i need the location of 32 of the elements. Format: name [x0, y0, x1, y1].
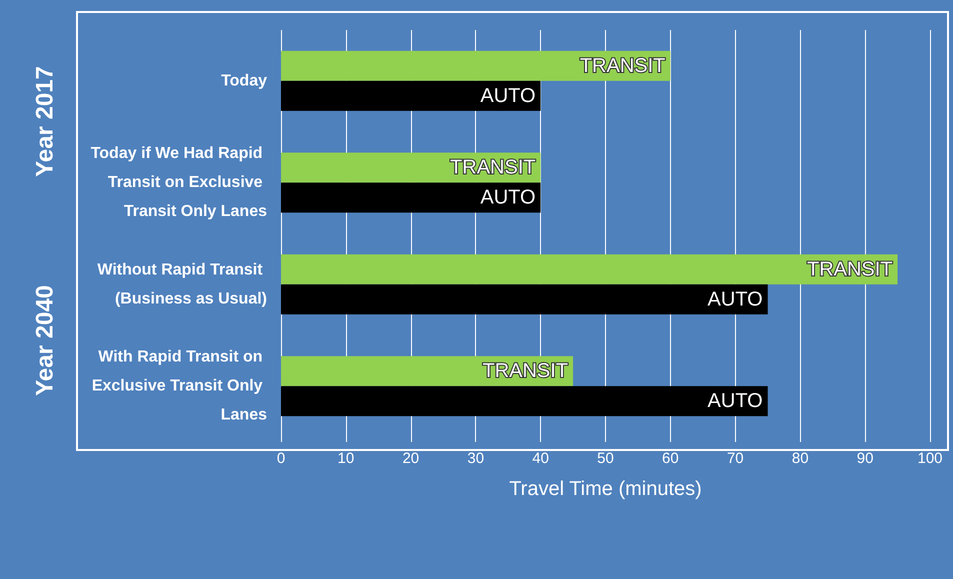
- text: TRANSIT: [450, 156, 536, 179]
- text: TRANSIT: [482, 360, 568, 382]
- series-label: TRANSIT: [580, 54, 666, 77]
- y-tick-label: Today: [221, 72, 268, 90]
- text: AUTO: [708, 390, 763, 412]
- text: AUTO: [708, 288, 763, 310]
- bar: [281, 50, 670, 81]
- text: Year 2040: [32, 285, 58, 396]
- bar: [281, 386, 768, 416]
- x-tick-label: 50: [597, 450, 614, 467]
- text: TRANSIT: [806, 258, 893, 280]
- x-tick-label: 0: [276, 450, 286, 467]
- x-tick-label: 60: [662, 450, 679, 467]
- y-tick-label: Today if We Had Rapid Transit on Exclusive Transit Only Lanes: [90, 145, 268, 220]
- x-tick-label: 80: [792, 450, 809, 467]
- x-tick-label: 70: [726, 450, 744, 467]
- bar: [281, 182, 541, 213]
- x-axis-title: Travel Time (minutes): [509, 478, 702, 500]
- x-tick-label: 10: [338, 450, 354, 467]
- x-tick-label: 100: [917, 450, 943, 467]
- x-tick-label: 30: [467, 450, 484, 467]
- bar: [281, 254, 898, 284]
- text: Year 2017: [32, 66, 58, 177]
- y-tick-label: Without Rapid Transit (Business as Usual): [97, 261, 267, 308]
- x-tick-label: 90: [856, 450, 874, 467]
- x-tick-label: 20: [402, 450, 420, 467]
- text: AUTO: [480, 186, 536, 209]
- bar: [281, 284, 768, 314]
- bar: [281, 80, 541, 111]
- x-tick-label: 40: [532, 450, 549, 467]
- series-label: AUTO: [480, 84, 536, 107]
- y-tick-label: With Rapid Transit on Exclusive Transit Only Lanes: [92, 348, 268, 424]
